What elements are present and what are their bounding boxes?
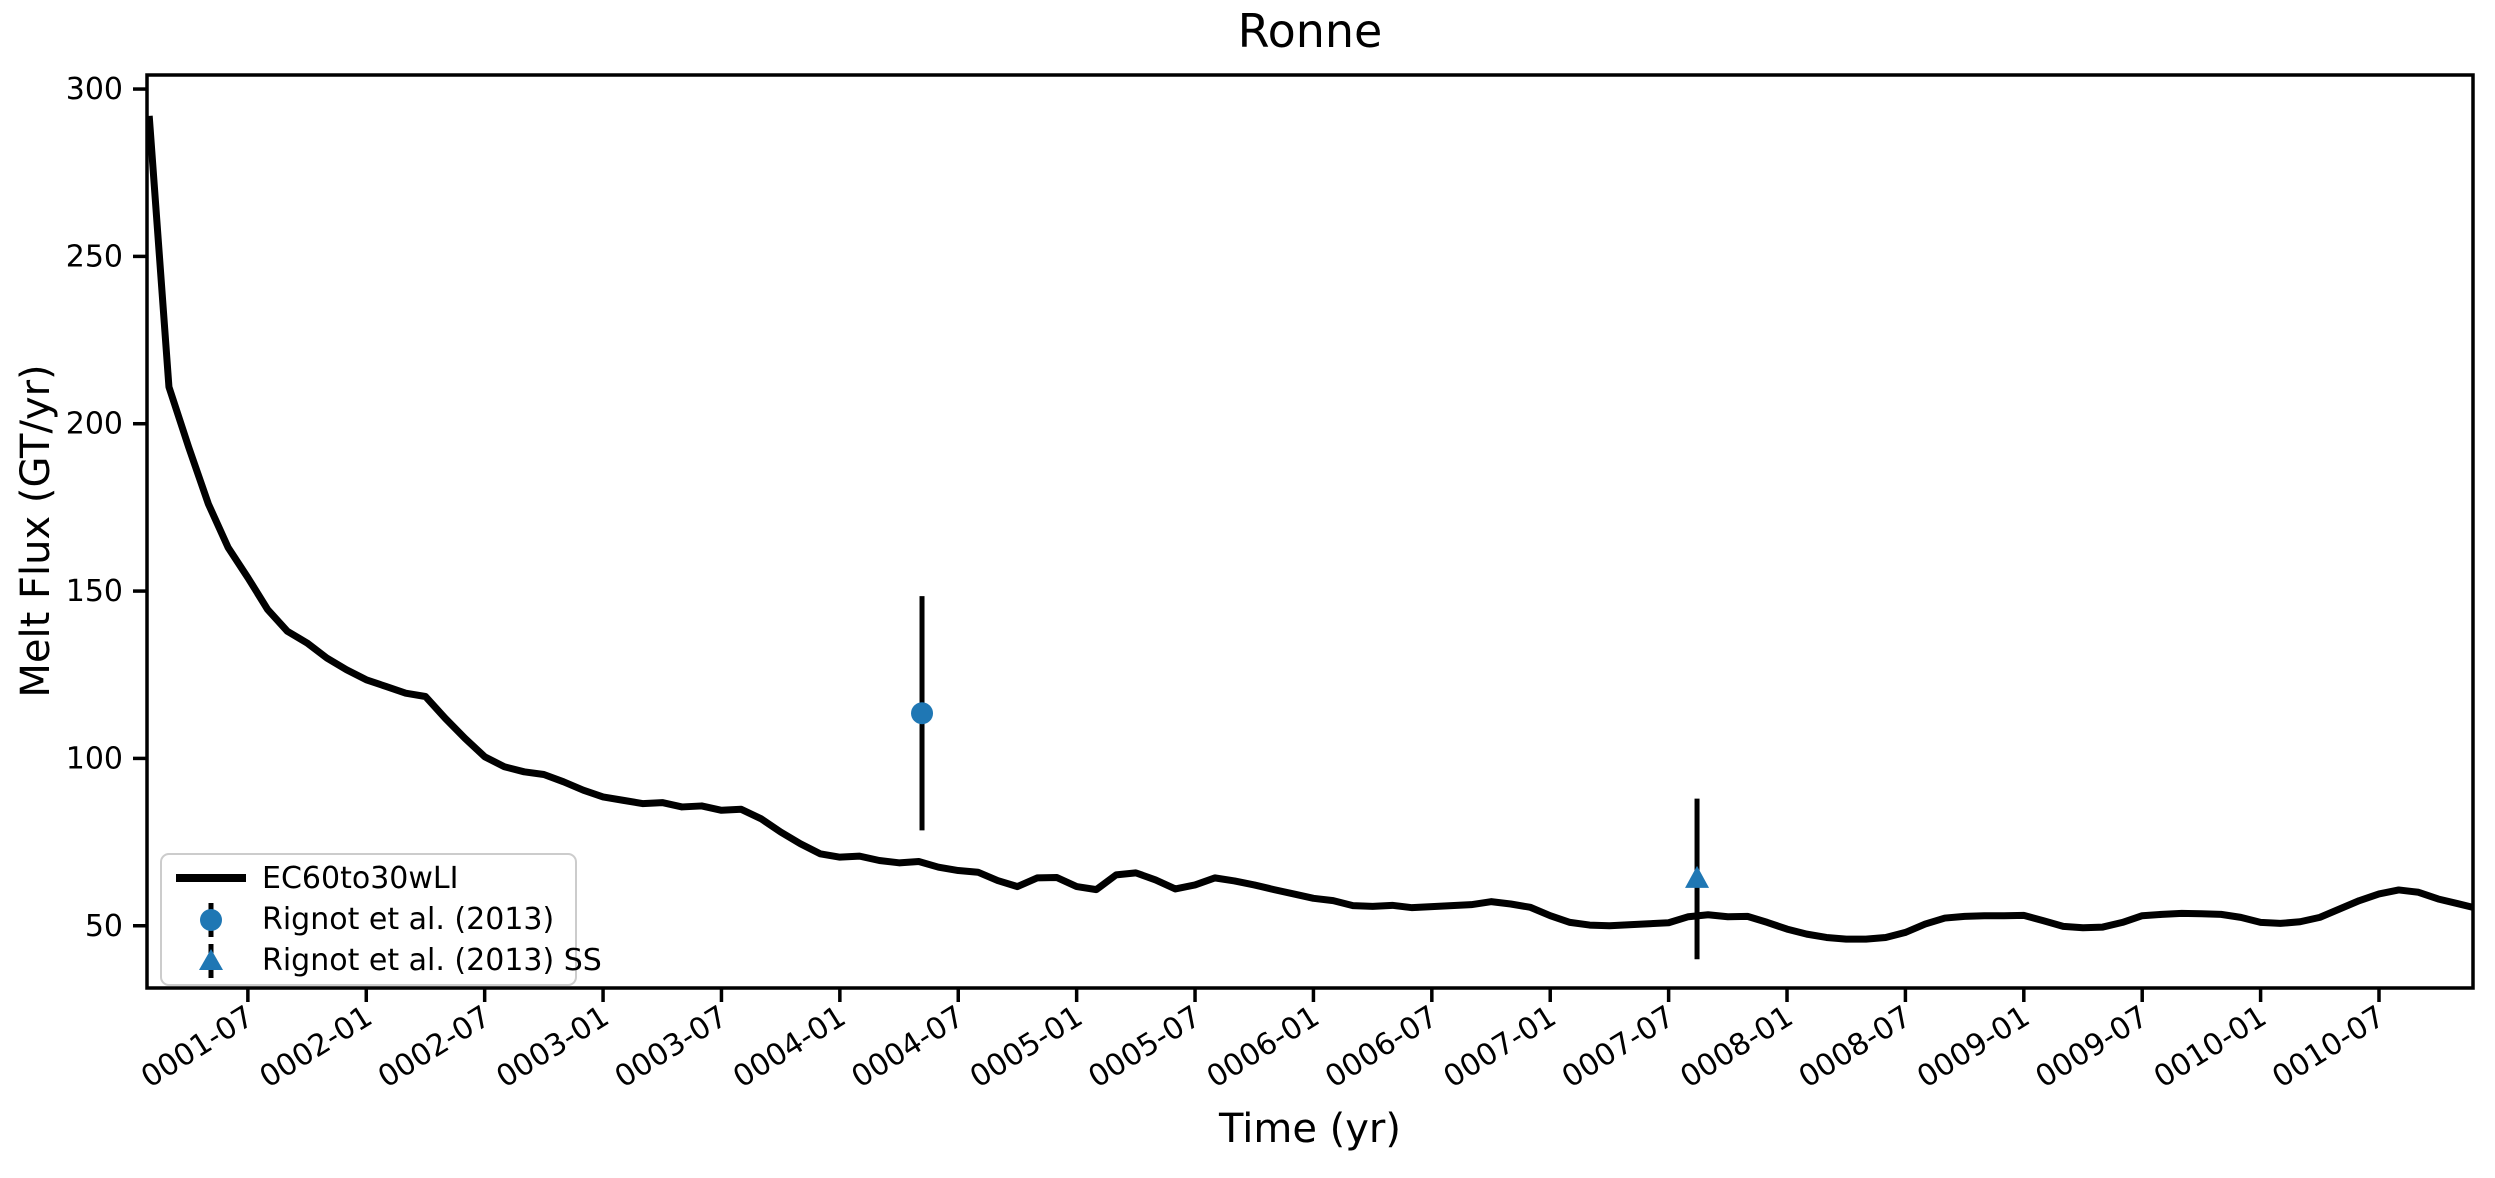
x-tick-label: 0004-01 [727, 999, 852, 1095]
legend-item: EC60to30wLI [168, 858, 569, 898]
x-tick-label: 0004-07 [846, 999, 971, 1095]
chart-title: Ronne [1237, 4, 1383, 58]
triangle-errorbar-icon [168, 941, 254, 981]
x-tick-label: 0006-01 [1201, 999, 1326, 1095]
y-tick-label: 50 [85, 909, 123, 944]
x-tick-label: 0005-07 [1082, 999, 1207, 1095]
y-tick-label: 100 [66, 741, 123, 776]
circle-errorbar-icon [168, 900, 254, 940]
line-sample-icon [168, 858, 254, 898]
x-tick-label: 0009-07 [2030, 999, 2155, 1095]
axes-spines [145, 73, 2475, 990]
legend-item: Rignot et al. (2013) SS [168, 941, 602, 981]
x-tick-label: 0002-07 [372, 999, 497, 1095]
legend-item-label: Rignot et al. (2013) SS [262, 943, 602, 979]
x-tick-label: 0010-01 [2148, 999, 2273, 1095]
triangle-marker-sample [199, 948, 223, 970]
y-tick-label: 300 [66, 72, 123, 107]
x-tick-label: 0007-07 [1556, 999, 1681, 1095]
legend-item: Rignot et al. (2013) [168, 900, 569, 940]
observation-circle-marker [911, 702, 934, 725]
x-tick-label: 0002-01 [254, 999, 379, 1095]
x-tick-label: 0010-07 [2266, 999, 2391, 1095]
melt-flux-line [145, 115, 2474, 943]
y-tick-label: 250 [66, 239, 123, 274]
circle-marker-sample [200, 908, 222, 931]
y-tick-label: 150 [66, 574, 123, 609]
x-tick-label: 0003-01 [490, 999, 615, 1095]
x-tick-label: 0006-07 [1319, 999, 1444, 1095]
legend-item-label: Rignot et al. (2013) [262, 902, 555, 937]
x-tick-label: 0008-07 [1793, 999, 1918, 1095]
y-axis-label: Melt Flux (GT/yr) [13, 364, 59, 698]
legend-item-label: EC60to30wLI [262, 860, 459, 896]
legend: EC60to30wLI Rignot et al. (2013) Rignot … [160, 853, 602, 986]
x-tick-label: 0005-01 [964, 999, 1089, 1095]
observation-triangle-marker [1685, 865, 1710, 888]
x-tick-label: 0007-01 [1438, 999, 1563, 1095]
x-tick-label: 0001-07 [135, 999, 260, 1095]
x-tick-label: 0009-01 [1911, 999, 2036, 1095]
x-tick-label: 0003-07 [609, 999, 734, 1095]
y-tick-label: 200 [66, 407, 123, 442]
x-tick-label: 0008-01 [1674, 999, 1799, 1095]
x-axis-label: Time (yr) [1219, 1106, 1401, 1152]
